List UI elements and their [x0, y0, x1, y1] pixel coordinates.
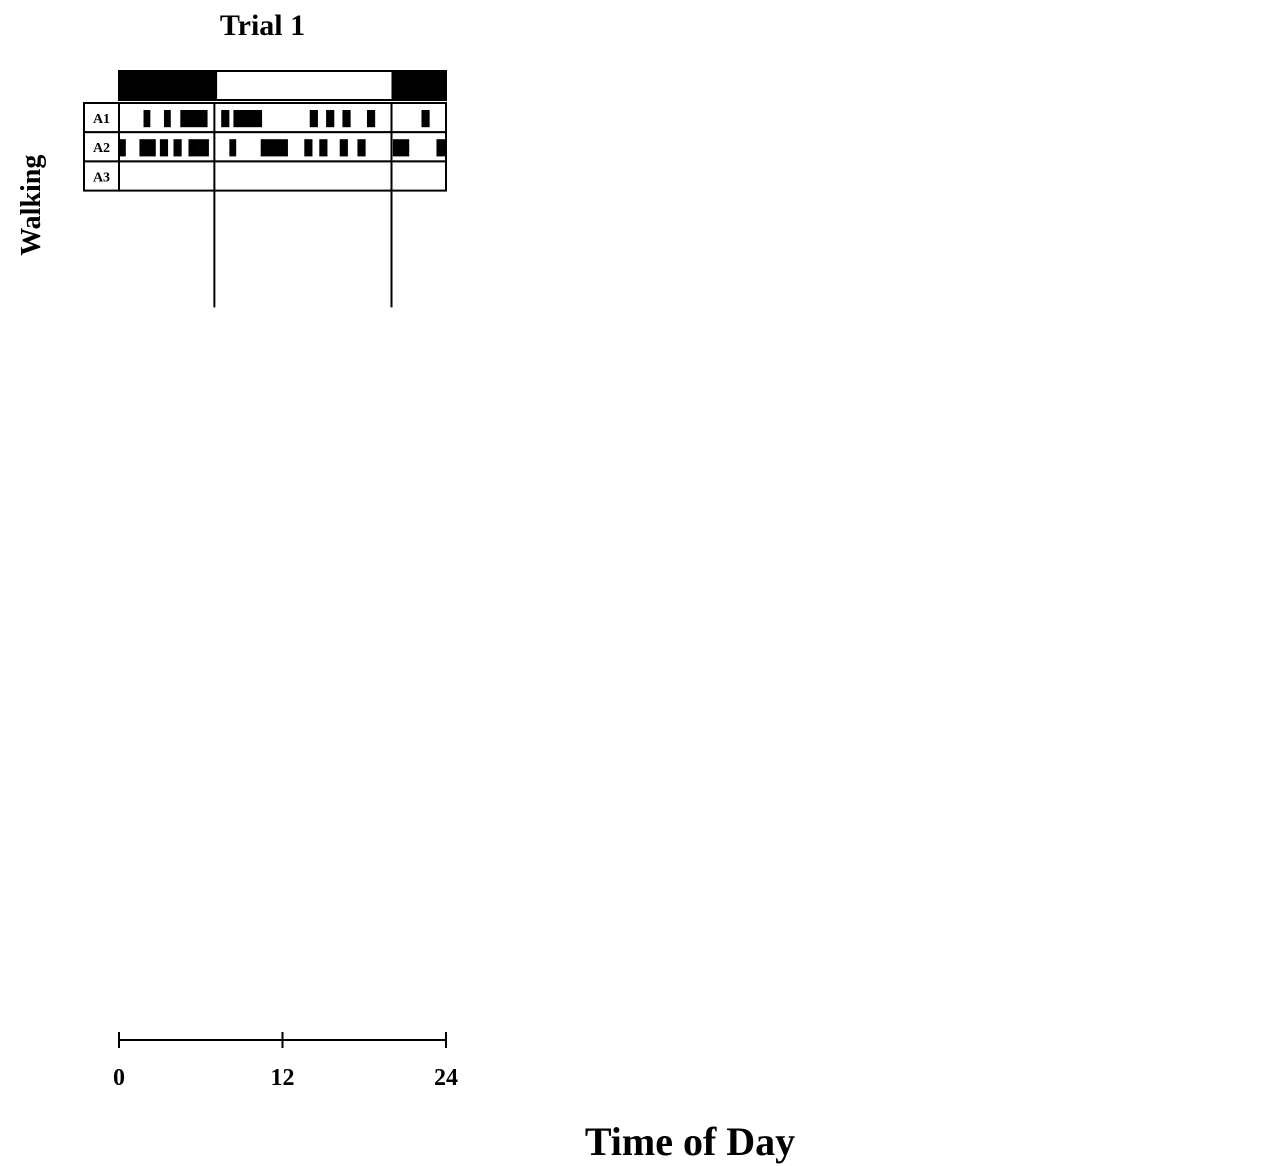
activity-bout	[436, 139, 446, 157]
activity-bout	[139, 139, 156, 157]
activity-bout	[326, 110, 335, 128]
activity-bout	[163, 110, 171, 128]
activity-row	[118, 160, 447, 192]
trial-title: Trial 1	[220, 9, 305, 42]
x-axis-label: Time of Day	[585, 1119, 795, 1164]
x-tick-label: 0	[113, 1065, 125, 1091]
activity-bout	[198, 139, 209, 157]
activity-bout	[159, 139, 169, 157]
activity-bout	[319, 139, 328, 157]
activity-bout	[366, 110, 376, 128]
activity-bout	[119, 139, 126, 157]
activity-bout	[233, 110, 263, 128]
activity-bout	[143, 110, 151, 128]
behavior-label: Walking	[16, 155, 47, 256]
activity-bout	[392, 139, 410, 157]
x-tick-label: 24	[434, 1065, 458, 1091]
activity-bout	[339, 139, 348, 157]
activity-bout	[304, 139, 313, 157]
animal-label: A2	[93, 141, 110, 156]
activity-bout	[221, 110, 230, 128]
activity-bout	[229, 139, 237, 157]
activity-bout	[309, 110, 318, 128]
animal-label: A3	[93, 170, 110, 185]
activity-bout	[188, 139, 199, 157]
activity-bout	[342, 110, 351, 128]
activity-bout	[357, 139, 366, 157]
x-tick-label: 12	[271, 1065, 295, 1091]
activity-bout	[180, 110, 208, 128]
dark-period	[119, 71, 218, 100]
dark-period	[391, 71, 446, 100]
activity-bout	[421, 110, 430, 128]
activity-bout	[173, 139, 182, 157]
activity-bout	[260, 139, 288, 157]
behavior-panel-walking: A1 A2 A3	[83, 102, 447, 308]
animal-label: A1	[93, 112, 110, 127]
